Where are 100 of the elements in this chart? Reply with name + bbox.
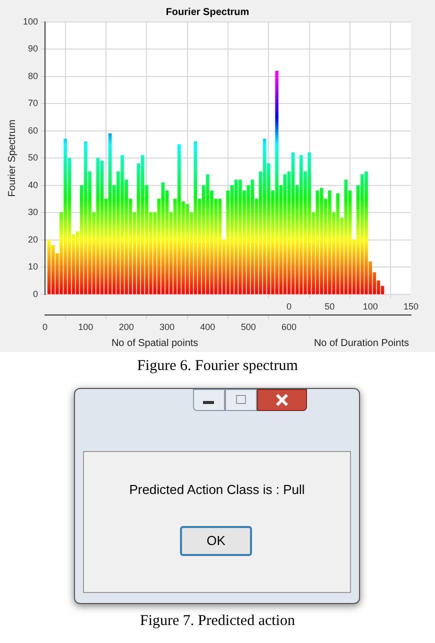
y-tick-label: 70 [28,98,38,108]
bar [104,198,108,294]
bar [304,171,307,294]
bar [344,180,348,294]
x2-tick-label: 150 [403,301,419,312]
bar [210,190,214,294]
bar [182,201,185,294]
bar [169,212,173,294]
bar [92,212,96,294]
bar [56,253,59,294]
bar [136,163,140,294]
y-tick-label: 80 [28,70,38,81]
y-tick-label: 30 [28,207,38,218]
bar [242,190,246,294]
x-tick-label: 400 [200,322,216,332]
bar [100,160,104,294]
chart-title: Fourier Spectrum [166,6,250,18]
bar [364,171,368,294]
bar [250,180,254,294]
x-tick-label: 100 [78,322,94,332]
bar [132,212,136,294]
x2-tick-label: 100 [362,301,378,312]
y-tick-label: 90 [28,44,38,54]
bar [186,204,189,294]
caption: Figure 7. Predicted action [139,613,296,630]
bar [271,190,274,294]
bar [376,280,380,294]
bar [262,138,266,294]
bar [238,180,242,294]
x-tick-label: 200 [118,322,134,332]
bar [153,212,156,294]
bar [300,155,303,294]
bar [206,174,210,294]
x-tick-label: 0 [42,322,48,332]
bar [64,138,67,294]
bar [145,185,148,294]
x2-tick-label: 50 [324,301,335,312]
x2-axis-title: No of Duration Points [314,338,409,349]
bar [149,212,152,294]
bar [194,142,198,294]
bar [165,190,169,294]
bar [316,190,320,294]
bar [340,218,344,294]
caption: Figure 6. Fourier spectrum [136,358,299,375]
x-tick-label: 300 [159,322,175,332]
y-tick-label: 50 [28,152,38,163]
bar [214,198,218,294]
bar [47,240,51,294]
bar [161,182,165,294]
bar [88,171,92,294]
bar [124,180,128,294]
y-tick-label: 20 [28,234,38,244]
bar [332,212,336,294]
x-axis-title: No of Spatial points [111,338,198,349]
bar [312,212,316,294]
bar [291,152,295,294]
bar [296,185,299,294]
bar [116,171,120,294]
bar [246,185,250,294]
bar [360,174,364,294]
bar [128,198,132,294]
bar [267,163,270,294]
dialog-window: Predicted Action Class is : Pull OK [74,388,360,604]
bar [287,171,291,294]
bar [275,70,278,294]
bar [328,190,332,294]
y-tick-label: 60 [28,125,38,136]
bar [52,245,55,294]
y-tick-label: 40 [28,180,38,190]
bar [60,212,63,294]
bar [108,133,112,294]
bar [68,158,72,294]
bar [308,152,311,294]
bar [258,171,262,294]
bar [76,231,80,294]
x2-tick-label: 0 [286,301,292,312]
bar [80,185,84,294]
bar [352,240,356,294]
bar [368,261,372,294]
bar [84,142,88,294]
bar [279,185,283,294]
bar [356,185,360,294]
bar [230,185,234,294]
bar [372,272,376,294]
bar [320,188,324,294]
bar [226,190,230,294]
bar [72,234,76,294]
bar [157,198,161,294]
bar [324,198,328,294]
y-tick-label: 0 [33,288,38,299]
bar [174,198,177,294]
bar [190,212,194,294]
y-axis-title: Fourier Spectrum [6,120,18,197]
y-tick-label: 100 [22,16,38,26]
bar [120,155,124,294]
bar [96,158,100,294]
bar [112,185,116,294]
bar [198,198,202,294]
x-tick-label: 500 [240,322,256,332]
bar [202,185,206,294]
